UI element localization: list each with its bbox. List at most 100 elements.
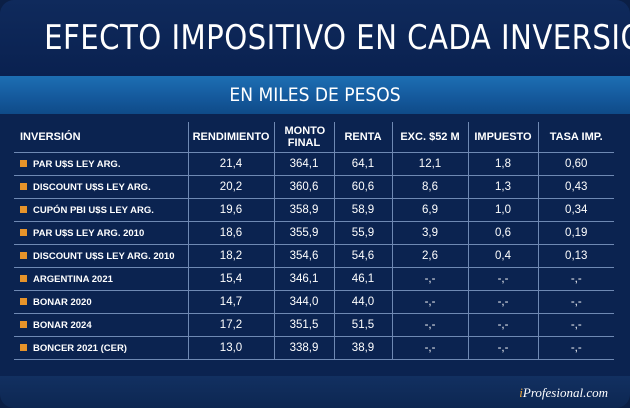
table-row: BONAR 2020 14,7 344,0 44,0 -,- -,- -,- <box>14 290 614 314</box>
cell-impuesto: 1,8 <box>468 152 539 176</box>
page-title: EFECTO IMPOSITIVO EN CADA INVERSIÓN <box>44 18 630 58</box>
orange-square-bullet-icon <box>20 159 27 167</box>
cell-renta: 64,1 <box>334 152 393 176</box>
cell-monto-final: 344,0 <box>274 290 335 314</box>
investment-name: DISCOUNT U$S LEY ARG. <box>33 181 151 193</box>
cell-rendimiento: 18,6 <box>188 221 275 245</box>
column-header-impuesto: IMPUESTO <box>468 122 539 153</box>
table-header-row: INVERSIÓN RENDIMIENTO MONTO FINAL RENTA … <box>14 122 614 153</box>
cell-rendimiento: 20,2 <box>188 175 275 199</box>
cell-impuesto: 1,3 <box>468 175 539 199</box>
table-row: DISCOUNT U$S LEY ARG. 20,2 360,6 60,6 8,6 1,3… <box>14 175 614 199</box>
table-row: ARGENTINA 2021 15,4 346,1 46,1 -,- -,- -,- <box>14 267 614 291</box>
orange-square-bullet-icon <box>20 274 27 282</box>
investment-name: DISCOUNT U$S LEY ARG. 2010 <box>33 250 175 262</box>
title-band <box>0 0 630 76</box>
investment-name-cell: PAR U$S LEY ARG. <box>14 152 189 176</box>
brand-logo: iProfesional.com <box>519 385 608 401</box>
table-row: BONAR 2024 17,2 351,5 51,5 -,- -,- -,- <box>14 313 614 337</box>
cell-exc: 6,9 <box>392 198 469 222</box>
orange-square-bullet-icon <box>20 182 27 190</box>
investment-name: CUPÓN PBI U$S LEY ARG. <box>33 204 154 216</box>
column-header-inversion: INVERSIÓN <box>14 122 189 153</box>
column-header-renta: RENTA <box>334 122 393 153</box>
orange-square-bullet-icon <box>20 251 27 259</box>
cell-renta: 55,9 <box>334 221 393 245</box>
column-header-monto-final: MONTO FINAL <box>274 122 335 153</box>
investment-name: BONAR 2020 <box>33 296 92 308</box>
investment-name-cell: BONAR 2024 <box>14 313 189 337</box>
cell-renta: 38,9 <box>334 336 393 360</box>
cell-exc: -,- <box>392 290 469 314</box>
page-subtitle: EN MILES DE PESOS <box>229 84 401 106</box>
orange-square-bullet-icon <box>20 205 27 213</box>
table-row: BONCER 2021 (CER) 13,0 338,9 38,9 -,- -,- -,- <box>14 336 614 360</box>
cell-monto-final: 338,9 <box>274 336 335 360</box>
cell-exc: -,- <box>392 336 469 360</box>
cell-impuesto: -,- <box>468 267 539 291</box>
investment-name-cell: DISCOUNT U$S LEY ARG. <box>14 175 189 199</box>
investment-name-cell: DISCOUNT U$S LEY ARG. 2010 <box>14 244 189 268</box>
investment-name-cell: CUPÓN PBI U$S LEY ARG. <box>14 198 189 222</box>
cell-impuesto: 0,4 <box>468 244 539 268</box>
cell-tasa: 0,43 <box>538 175 614 199</box>
cell-rendimiento: 17,2 <box>188 313 275 337</box>
cell-tasa: 0,60 <box>538 152 614 176</box>
cell-rendimiento: 14,7 <box>188 290 275 314</box>
cell-tasa: 0,13 <box>538 244 614 268</box>
cell-exc: 3,9 <box>392 221 469 245</box>
table-row: PAR U$S LEY ARG. 21,4 364,1 64,1 12,1 1,8 0,60 <box>14 152 614 176</box>
cell-tasa: 0,34 <box>538 198 614 222</box>
table-row: DISCOUNT U$S LEY ARG. 2010 18,2 354,6 54,6 2… <box>14 244 614 268</box>
column-header-rendimiento: RENDIMIENTO <box>188 122 275 153</box>
cell-exc: 8,6 <box>392 175 469 199</box>
investment-name-cell: BONAR 2020 <box>14 290 189 314</box>
cell-exc: 12,1 <box>392 152 469 176</box>
cell-impuesto: 1,0 <box>468 198 539 222</box>
cell-monto-final: 355,9 <box>274 221 335 245</box>
cell-monto-final: 358,9 <box>274 198 335 222</box>
cell-exc: -,- <box>392 313 469 337</box>
cell-renta: 51,5 <box>334 313 393 337</box>
cell-exc: -,- <box>392 267 469 291</box>
cell-renta: 44,0 <box>334 290 393 314</box>
investment-name: BONAR 2024 <box>33 319 92 331</box>
cell-rendimiento: 19,6 <box>188 198 275 222</box>
cell-renta: 58,9 <box>334 198 393 222</box>
cell-impuesto: -,- <box>468 336 539 360</box>
cell-impuesto: 0,6 <box>468 221 539 245</box>
investment-name: PAR U$S LEY ARG. <box>33 158 121 170</box>
column-header-exc: EXC. $52 M <box>392 122 469 153</box>
investment-name-cell: PAR U$S LEY ARG. 2010 <box>14 221 189 245</box>
cell-rendimiento: 18,2 <box>188 244 275 268</box>
cell-rendimiento: 13,0 <box>188 336 275 360</box>
cell-monto-final: 346,1 <box>274 267 335 291</box>
subtitle-band <box>0 76 630 114</box>
footer-bar <box>0 376 630 408</box>
table-row: PAR U$S LEY ARG. 2010 18,6 355,9 55,9 3,9 0,6… <box>14 221 614 245</box>
cell-tasa: 0,19 <box>538 221 614 245</box>
investment-name-cell: BONCER 2021 (CER) <box>14 336 189 360</box>
cell-exc: 2,6 <box>392 244 469 268</box>
cell-tasa: -,- <box>538 267 614 291</box>
investment-table: INVERSIÓN RENDIMIENTO MONTO FINAL RENTA … <box>14 122 614 360</box>
investment-name: BONCER 2021 (CER) <box>33 342 127 354</box>
cell-rendimiento: 21,4 <box>188 152 275 176</box>
brand-rest: Profesional.com <box>522 385 608 400</box>
cell-monto-final: 354,6 <box>274 244 335 268</box>
brand-prefix: i <box>519 385 523 400</box>
cell-impuesto: -,- <box>468 313 539 337</box>
cell-tasa: -,- <box>538 336 614 360</box>
orange-square-bullet-icon <box>20 343 27 351</box>
cell-tasa: -,- <box>538 290 614 314</box>
cell-monto-final: 351,5 <box>274 313 335 337</box>
table-body: PAR U$S LEY ARG. 21,4 364,1 64,1 12,1 1,8 0,60… <box>14 152 614 360</box>
orange-square-bullet-icon <box>20 320 27 328</box>
investment-name: PAR U$S LEY ARG. 2010 <box>33 227 145 239</box>
cell-rendimiento: 15,4 <box>188 267 275 291</box>
cell-renta: 46,1 <box>334 267 393 291</box>
investment-name-cell: ARGENTINA 2021 <box>14 267 189 291</box>
orange-square-bullet-icon <box>20 297 27 305</box>
cell-renta: 54,6 <box>334 244 393 268</box>
cell-monto-final: 364,1 <box>274 152 335 176</box>
